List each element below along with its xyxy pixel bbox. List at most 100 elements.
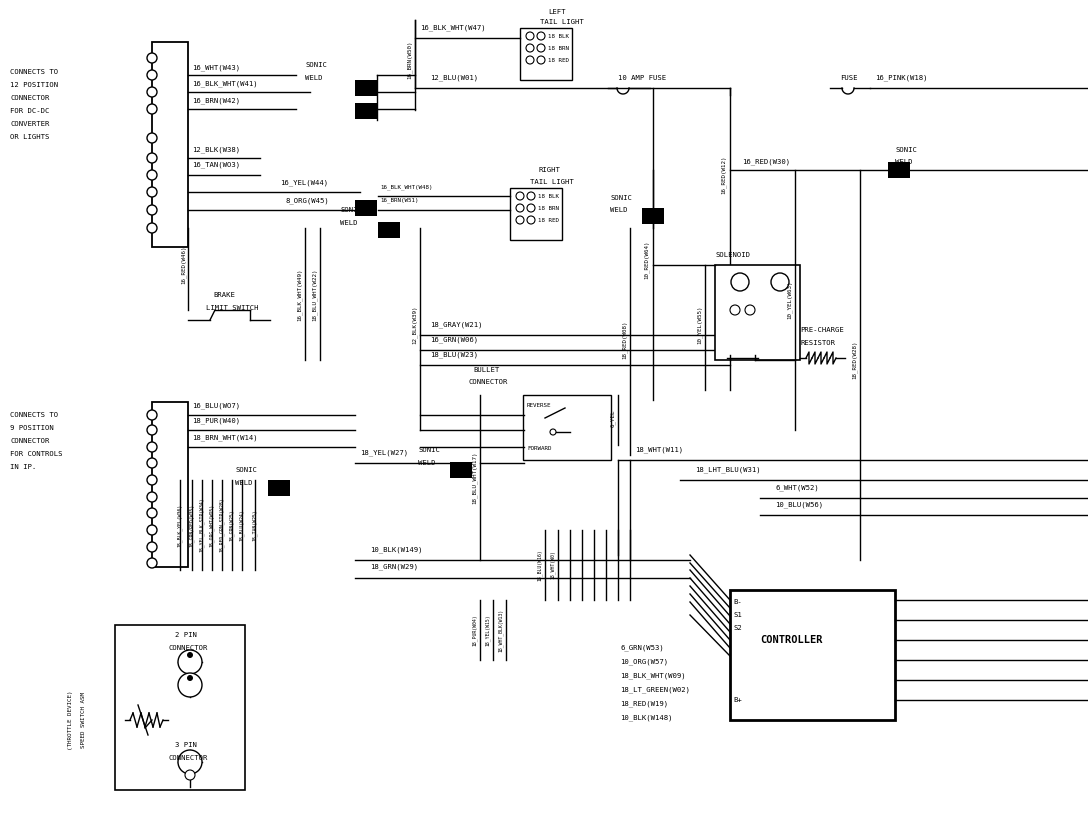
- Text: 18_YEL(W15): 18_YEL(W15): [485, 615, 491, 645]
- Circle shape: [527, 192, 535, 200]
- Text: CONNECTOR: CONNECTOR: [468, 379, 507, 385]
- Text: 16_YEL(W44): 16_YEL(W44): [280, 179, 329, 187]
- Text: 18_GRN(W25): 18_GRN(W25): [228, 509, 235, 541]
- Bar: [268, 480, 290, 496]
- Text: 18_BLU_WHT(W22): 18_BLU_WHT(W22): [312, 269, 318, 321]
- Text: BRAKE: BRAKE: [213, 292, 235, 298]
- Circle shape: [516, 216, 524, 224]
- Circle shape: [187, 675, 193, 681]
- Circle shape: [147, 70, 157, 80]
- Text: CONTROLLER: CONTROLLER: [761, 635, 823, 645]
- Bar: [642, 208, 664, 224]
- Text: 12_BLK(W38): 12_BLK(W38): [191, 147, 240, 153]
- Circle shape: [527, 204, 535, 212]
- Text: WELD: WELD: [341, 220, 358, 226]
- Text: PRE-CHARGE: PRE-CHARGE: [800, 327, 844, 333]
- Text: RIGHT: RIGHT: [537, 167, 560, 173]
- Circle shape: [147, 475, 157, 485]
- Bar: [378, 222, 400, 238]
- Text: 18_GRN(W29): 18_GRN(W29): [370, 564, 418, 570]
- Text: 18_BLU_WHT(W17): 18_BLU_WHT(W17): [472, 452, 478, 504]
- Circle shape: [147, 87, 157, 97]
- Text: 16_BLK_WHT(W41): 16_BLK_WHT(W41): [191, 81, 258, 87]
- Text: BULLET: BULLET: [473, 367, 499, 373]
- Text: 8_ORG(W45): 8_ORG(W45): [285, 198, 329, 205]
- Circle shape: [147, 205, 157, 215]
- Circle shape: [771, 273, 789, 291]
- Circle shape: [147, 53, 157, 63]
- Circle shape: [730, 305, 740, 315]
- Text: SONIC: SONIC: [305, 62, 326, 68]
- Bar: [715, 265, 800, 360]
- Text: SONIC: SONIC: [895, 147, 917, 153]
- Text: 18_BLU(W24): 18_BLU(W24): [239, 509, 245, 541]
- Text: 18_YEL_BLK_STP(W34): 18_YEL_BLK_STP(W34): [199, 498, 205, 553]
- Circle shape: [516, 192, 524, 200]
- Text: 18_PUR(W04): 18_PUR(W04): [472, 615, 478, 645]
- Text: TAIL LIGHT: TAIL LIGHT: [530, 179, 573, 185]
- Text: 18 BRN: 18 BRN: [548, 46, 569, 51]
- Text: 18_LT_GREEN(W02): 18_LT_GREEN(W02): [620, 687, 690, 694]
- Text: SPEED SWITCH ASM: SPEED SWITCH ASM: [81, 692, 86, 748]
- Text: 6_YEL: 6_YEL: [610, 409, 616, 427]
- Text: 12 POSITION: 12 POSITION: [10, 82, 58, 88]
- Circle shape: [527, 216, 535, 224]
- Circle shape: [147, 223, 157, 233]
- Text: 16_RED(W12): 16_RED(W12): [721, 156, 727, 194]
- Text: 3 PIN: 3 PIN: [175, 742, 197, 748]
- Circle shape: [147, 542, 157, 552]
- Text: CONNECTS TO: CONNECTS TO: [10, 69, 58, 75]
- Circle shape: [147, 410, 157, 420]
- Text: FOR DC-DC: FOR DC-DC: [10, 108, 49, 114]
- Text: LIMIT SWITCH: LIMIT SWITCH: [206, 305, 259, 311]
- Bar: [152, 42, 188, 247]
- Circle shape: [147, 425, 157, 435]
- Text: 18_WHT(W11): 18_WHT(W11): [635, 447, 683, 453]
- Text: 18 BRN: 18 BRN: [537, 205, 559, 210]
- Text: 10_RED(W64): 10_RED(W64): [644, 240, 650, 280]
- Circle shape: [147, 442, 157, 452]
- Text: TAIL LIGHT: TAIL LIGHT: [540, 19, 584, 25]
- Text: 2 PIN: 2 PIN: [175, 632, 197, 638]
- Text: 10_BLU(W56): 10_BLU(W56): [775, 502, 824, 509]
- Text: B-: B-: [733, 599, 742, 605]
- Text: RESISTOR: RESISTOR: [800, 340, 834, 346]
- Text: CONNECTOR: CONNECTOR: [10, 438, 49, 444]
- Text: FORWARD: FORWARD: [527, 446, 552, 451]
- Text: 18_BLK_WHT(W09): 18_BLK_WHT(W09): [620, 672, 685, 680]
- Text: 18 BLK: 18 BLK: [537, 193, 559, 199]
- Bar: [510, 188, 562, 240]
- Text: (THROTTLE DEVICE): (THROTTLE DEVICE): [69, 690, 73, 750]
- Text: 18_WHT(W0): 18_WHT(W0): [551, 551, 556, 579]
- Text: 18_GRAY(W21): 18_GRAY(W21): [430, 322, 482, 328]
- Text: 16_BRN(W50): 16_BRN(W50): [407, 41, 412, 79]
- Text: WELD: WELD: [235, 480, 252, 486]
- Circle shape: [526, 44, 534, 52]
- Circle shape: [147, 525, 157, 535]
- Text: 18 RED: 18 RED: [548, 58, 569, 63]
- Text: 6_WHT(W52): 6_WHT(W52): [775, 485, 819, 491]
- Bar: [152, 402, 188, 567]
- Circle shape: [147, 558, 157, 568]
- Text: SONIC: SONIC: [610, 195, 632, 201]
- Circle shape: [187, 652, 193, 658]
- Text: 10_YEL(W55): 10_YEL(W55): [697, 306, 703, 344]
- Text: 18_RED(W28): 18_RED(W28): [852, 341, 857, 379]
- Circle shape: [147, 508, 157, 518]
- Text: S2: S2: [733, 625, 742, 631]
- Text: SOLENOID: SOLENOID: [715, 252, 750, 258]
- Text: 18 RED: 18 RED: [537, 218, 559, 222]
- Text: 18_LHT_BLU(W31): 18_LHT_BLU(W31): [695, 467, 761, 474]
- Circle shape: [185, 770, 195, 780]
- Text: 18_ORG_WHT(WO5): 18_ORG_WHT(WO5): [209, 504, 214, 547]
- Text: 18 BLK: 18 BLK: [548, 33, 569, 38]
- Text: 16_GRN(W06): 16_GRN(W06): [430, 337, 478, 343]
- Text: CONNECTOR: CONNECTOR: [168, 645, 208, 651]
- Bar: [355, 103, 378, 119]
- Text: WELD: WELD: [895, 159, 913, 165]
- Bar: [523, 395, 611, 460]
- Text: 18_YEL(W27): 18_YEL(W27): [360, 450, 408, 456]
- Circle shape: [147, 458, 157, 468]
- Text: 12_BLK(W39): 12_BLK(W39): [412, 306, 418, 344]
- Text: 18_GRN/RED(W35): 18_GRN/RED(W35): [189, 504, 195, 547]
